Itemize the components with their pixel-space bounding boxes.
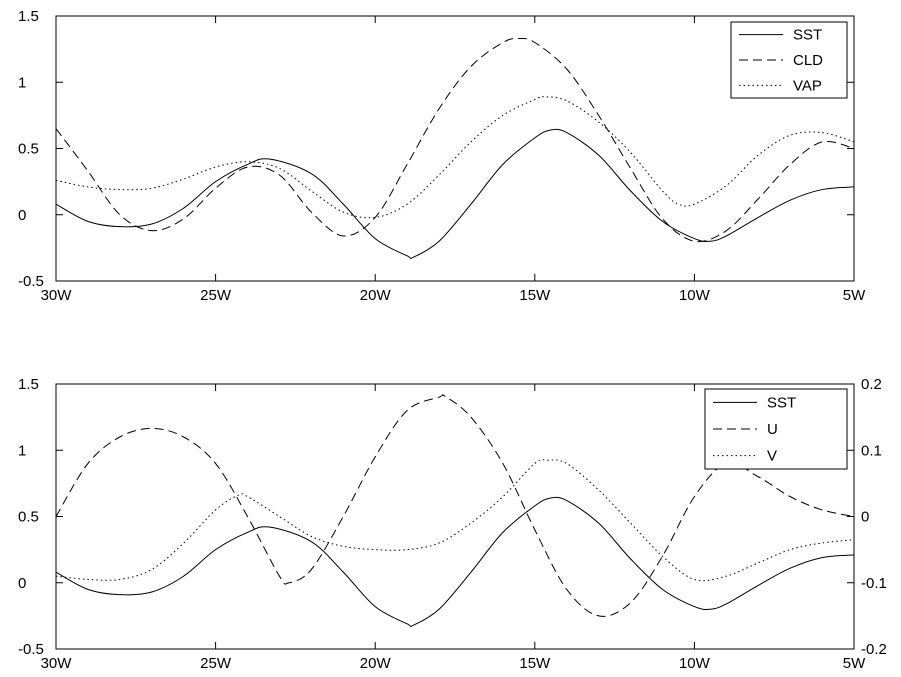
- y-tick-label: 1: [18, 74, 26, 91]
- chart-panel-2: 30W 25W 20W 15W 10W 5W -0.5 0 0.5 1 1.5 -0.2 -0.1 0 0.…: [18, 376, 887, 672]
- x-tick-label: 30W: [41, 287, 73, 304]
- y-tick-label: 0.5: [18, 509, 39, 526]
- y2-tick-label: -0.2: [861, 641, 887, 658]
- series-line-u: [56, 394, 854, 617]
- y2-tick-label: 0.2: [861, 376, 882, 393]
- x-tick-label: 10W: [679, 655, 711, 672]
- y2-tick-label: 0: [861, 509, 869, 526]
- y-tick-label: -0.5: [18, 641, 44, 658]
- y-tick-label: 0: [18, 575, 26, 592]
- series-line-vap: [56, 96, 854, 219]
- y-tick-label: 0.5: [18, 141, 39, 158]
- x-tick-label: 10W: [679, 287, 711, 304]
- series-line-sst: [56, 496, 854, 628]
- y-tick-label: 0: [18, 207, 26, 224]
- legend-label-vap: VAP: [793, 77, 822, 94]
- y-tick-label: -0.5: [18, 273, 44, 290]
- legend-label-cld: CLD: [793, 52, 823, 69]
- y-tick-label: 1: [18, 442, 26, 459]
- x-tick-label: 5W: [843, 287, 866, 304]
- x-tick-label: 30W: [41, 655, 73, 672]
- legend: SST UV: [704, 388, 848, 470]
- legend-label-u: U: [767, 421, 778, 438]
- legend-label-sst: SST: [793, 27, 822, 44]
- series-line-sst: [56, 128, 854, 260]
- y2-tick-label: 0.1: [861, 442, 882, 459]
- x-tick-label: 25W: [200, 655, 232, 672]
- series-line-v: [56, 459, 854, 582]
- chart-panel-1: 30W 25W 20W 15W 10W 5W -0.5 0 0.5 1 1.5 SST CLD VAP: [18, 8, 866, 304]
- x-tick-label: 25W: [200, 287, 232, 304]
- legend-label-sst: SST: [767, 394, 796, 411]
- x-tick-label: 5W: [843, 655, 866, 672]
- y-tick-label: 1.5: [18, 376, 39, 393]
- x-tick-label: 20W: [360, 655, 392, 672]
- x-tick-label: 15W: [519, 655, 551, 672]
- legend-label-v: V: [767, 448, 777, 465]
- y-tick-label: 1.5: [18, 8, 39, 25]
- series-line-cld: [56, 37, 854, 243]
- x-tick-label: 15W: [519, 287, 551, 304]
- y2-tick-label: -0.1: [861, 575, 887, 592]
- x-tick-label: 20W: [360, 287, 392, 304]
- legend: SST CLD VAP: [730, 21, 848, 99]
- legend-box: [730, 21, 848, 99]
